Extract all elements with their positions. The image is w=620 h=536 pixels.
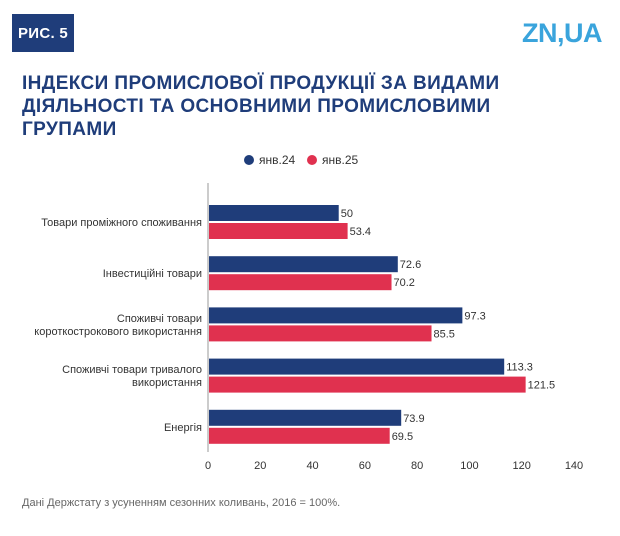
- footnote: Дані Держстату з усуненням сезонних коли…: [22, 497, 341, 509]
- bar-chart: янв.24 янв.25 Товари проміжного споживання…: [34, 153, 583, 472]
- bar-series-2: [209, 274, 392, 291]
- chart-title: ІНДЕКСИ ПРОМИСЛОВОЇ ПРОДУКЦІЇ ЗА ВИДАМИ …: [22, 73, 500, 140]
- data-label: 73.9: [403, 413, 424, 425]
- figure-badge: РИС. 5: [12, 14, 74, 52]
- legend-marker-2: [307, 155, 317, 165]
- x-tick-label: 120: [513, 460, 531, 472]
- bar-series-1: [209, 205, 339, 221]
- data-label: 85.5: [434, 328, 455, 340]
- data-label: 72.6: [400, 259, 421, 271]
- data-label: 69.5: [392, 431, 413, 443]
- x-tick-label: 140: [565, 460, 583, 472]
- x-tick-label: 20: [254, 460, 266, 472]
- x-tick-label: 60: [359, 460, 371, 472]
- category-label: Товари проміжного споживання: [41, 217, 202, 229]
- bar-series-1: [209, 409, 402, 426]
- bar-series-2: [209, 325, 432, 342]
- legend-label-1: янв.24: [259, 153, 296, 167]
- x-tick-label: 0: [205, 460, 211, 472]
- data-label: 70.2: [394, 277, 415, 289]
- category-label: Споживчі товари: [117, 313, 202, 325]
- data-label: 50: [341, 208, 353, 220]
- bar-series-2: [209, 427, 390, 444]
- bar-series-1: [209, 358, 505, 375]
- x-tick-label: 40: [306, 460, 318, 472]
- category-label: Енергія: [164, 422, 202, 434]
- bar-series-2: [209, 376, 526, 393]
- data-label: 121.5: [528, 380, 556, 392]
- data-label: 113.3: [506, 362, 533, 374]
- x-tick-label: 100: [460, 460, 478, 472]
- bar-series-1: [209, 307, 463, 324]
- data-label: 97.3: [464, 310, 485, 322]
- bar-series-1: [209, 256, 398, 273]
- x-tick-label: 80: [411, 460, 423, 472]
- category-label: Споживчі товари тривалого: [62, 364, 202, 376]
- bar-series-2: [209, 223, 348, 239]
- legend-label-2: янв.25: [322, 153, 359, 167]
- zn-ua-logo[interactable]: ZN,UA: [522, 18, 603, 48]
- category-label: короткострокового використання: [34, 326, 202, 338]
- category-label: Інвестиційні товари: [103, 268, 202, 280]
- data-label: 53.4: [350, 226, 371, 238]
- category-label: використання: [132, 377, 202, 389]
- legend-marker-1: [244, 155, 254, 165]
